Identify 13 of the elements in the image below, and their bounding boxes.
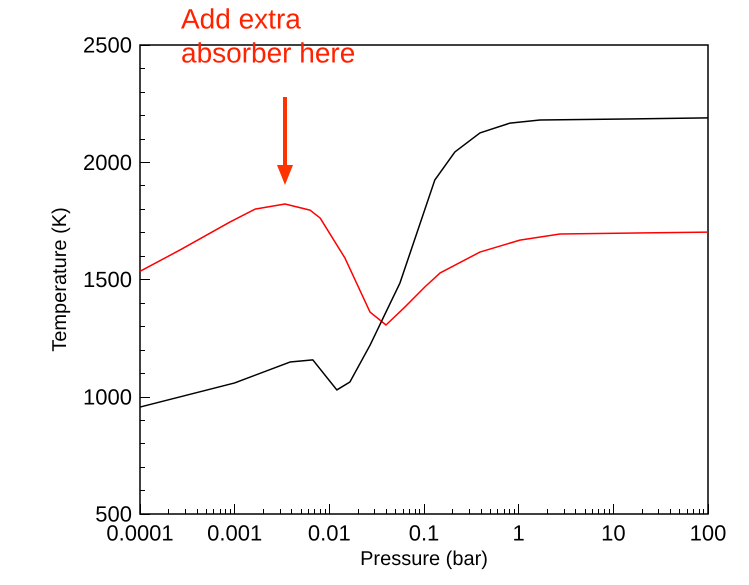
x-tick-label: 0.01: [308, 520, 351, 546]
y-tick-label: 2500: [83, 32, 132, 58]
x-tick-label: 100: [690, 520, 726, 546]
x-axis-title: Pressure (bar): [360, 548, 488, 570]
x-tick-label: 0.001: [207, 520, 262, 546]
y-tick-label: 1000: [83, 384, 132, 410]
x-tick-label: 0.1: [408, 520, 440, 546]
y-tick-label: 2000: [83, 150, 132, 175]
annotation: Add extra absorber here: [181, 4, 356, 68]
y-tick-label: 1500: [83, 267, 132, 292]
y-axis-title: Temperature (K): [49, 207, 71, 352]
x-tick-label: 1: [512, 520, 525, 546]
x-tick-label: 10: [601, 520, 626, 546]
